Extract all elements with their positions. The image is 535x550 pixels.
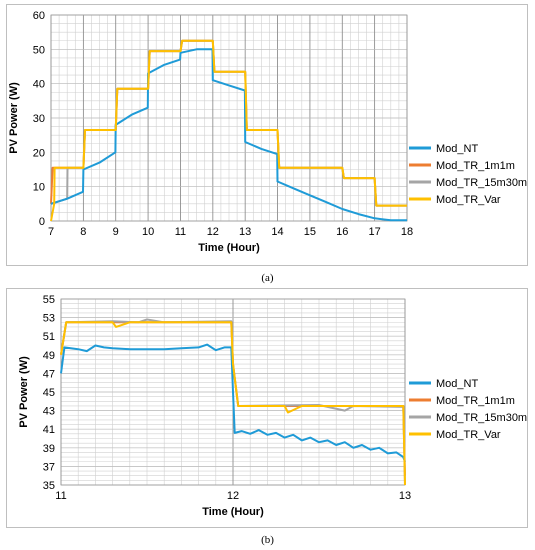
y-axis-label: PV Power (W) [8, 82, 20, 154]
x-axis-label: Time (Hour) [198, 242, 260, 254]
x-tick-label: 9 [113, 226, 119, 238]
chart-a-svg: 7 8 9 10 11 12 13 14 15 16 17 18 0 10 20 30 40 50 60 Time (… [8, 10, 527, 254]
legend-label-mod-tr-15m30m: Mod_TR_15m30m [436, 177, 527, 189]
chart-panel-b: 11 12 13 35 37 39 41 43 45 47 49 51 53 55 Time (Hour) P… [6, 288, 528, 528]
x-tick-label: 13 [239, 226, 251, 238]
legend-label-mod-tr-1m1m: Mod_TR_1m1m [436, 160, 515, 172]
legend-label-mod-nt: Mod_NT [436, 143, 478, 155]
x-tick-label: 12 [207, 226, 219, 238]
x-tick-label: 14 [271, 226, 283, 238]
x-tick-label: 12 [227, 490, 239, 502]
legend-label-mod-tr-var: Mod_TR_Var [436, 429, 501, 441]
legend-label-mod-tr-15m30m: Mod_TR_15m30m [436, 412, 527, 424]
y-tick-label: 30 [33, 113, 45, 125]
y-axis-label: PV Power (W) [18, 356, 30, 428]
x-tick-label: 7 [48, 226, 54, 238]
y-tick-label: 47 [43, 368, 55, 380]
x-tick-label: 8 [80, 226, 86, 238]
x-tick-label: 13 [399, 490, 411, 502]
y-tick-label: 50 [33, 44, 45, 56]
y-tick-label: 45 [43, 387, 55, 399]
y-tick-label: 55 [43, 294, 55, 306]
x-tick-label: 11 [55, 490, 66, 502]
caption-a: (a) [261, 272, 274, 284]
x-tick-label: 17 [369, 226, 381, 238]
y-tick-label: 60 [33, 10, 45, 22]
series-line-mod-nt [50, 48, 407, 222]
x-axis-label: Time (Hour) [202, 506, 264, 518]
x-tick-label: 11 [175, 226, 186, 238]
chart-b-svg: 11 12 13 35 37 39 41 43 45 47 49 51 53 55 Time (Hour) P… [18, 294, 527, 518]
y-tick-label: 40 [33, 79, 45, 91]
plot-area-frame [60, 298, 406, 486]
chart-panel-a: 7 8 9 10 11 12 13 14 15 16 17 18 0 10 20 30 40 50 60 Time (… [6, 4, 528, 266]
series-line-mod-tr-var [60, 321, 406, 486]
plot-area-frame [50, 14, 408, 222]
y-tick-label: 51 [43, 331, 55, 343]
y-tick-label: 20 [33, 147, 45, 159]
y-tick-label: 49 [43, 350, 55, 362]
legend-label-mod-tr-1m1m: Mod_TR_1m1m [436, 395, 515, 407]
y-tick-label: 35 [43, 480, 55, 492]
y-tick-label: 53 [43, 313, 55, 325]
y-tick-label: 41 [43, 424, 55, 436]
legend-label-mod-nt: Mod_NT [436, 378, 478, 390]
x-tick-label: 10 [142, 226, 154, 238]
y-tick-label: 10 [33, 182, 45, 194]
y-tick-label: 39 [43, 443, 55, 455]
x-tick-label: 16 [336, 226, 348, 238]
series-line-mod-nt [60, 343, 406, 463]
legend-label-mod-tr-var: Mod_TR_Var [436, 194, 501, 206]
y-tick-label: 37 [43, 461, 55, 473]
x-tick-label: 15 [304, 226, 316, 238]
caption-b: (b) [261, 534, 274, 546]
series-line-mod-tr-var [50, 39, 407, 222]
y-tick-label: 0 [39, 216, 45, 228]
y-tick-label: 43 [43, 406, 55, 418]
x-tick-label: 18 [401, 226, 413, 238]
